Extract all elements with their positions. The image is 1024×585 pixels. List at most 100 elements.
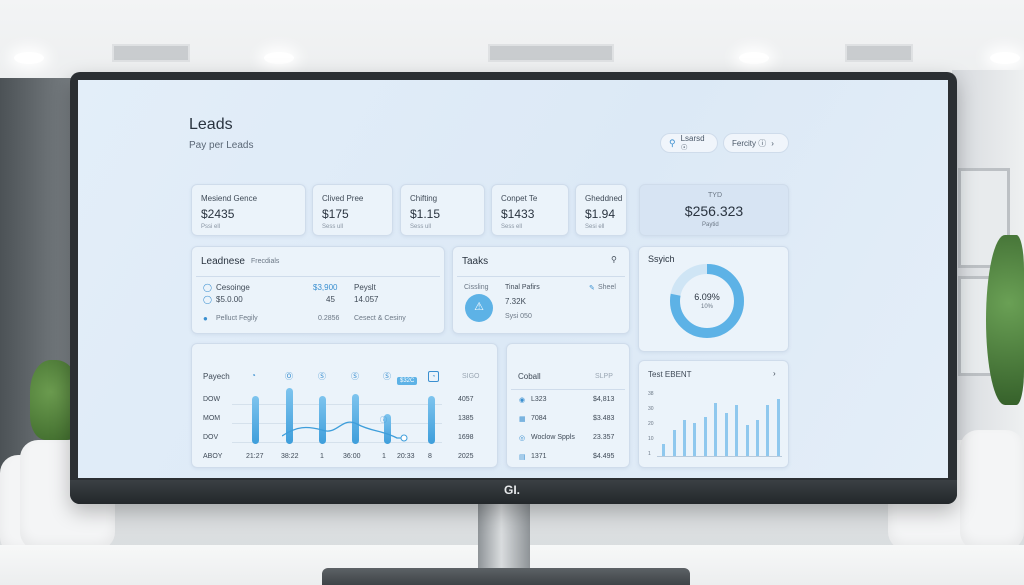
search-icon[interactable]: ⚲ (611, 255, 617, 264)
circle-icon: ◯ (203, 283, 212, 292)
test-bar-chart (657, 383, 782, 457)
test-bar (662, 443, 666, 456)
payech-bar (252, 396, 259, 444)
pencil-icon[interactable]: ✎ (589, 285, 595, 292)
leadnese-cell: $3,900 (313, 283, 338, 292)
kpi-note: Sesi ell (585, 224, 605, 230)
chevron-right-icon[interactable]: › (773, 369, 776, 378)
plant (986, 235, 1024, 405)
coball-row-value: $3.483 (593, 415, 615, 422)
filter-pill-label: Fercity ⓘ (732, 138, 767, 148)
kpi-card[interactable]: Chifting $1.15 Sess ull (400, 184, 485, 236)
kpi-note: Pssi ell (201, 224, 221, 230)
payech-right-value: 2025 (458, 453, 474, 460)
kpi-value: $2435 (201, 207, 235, 221)
monitor-bezel (70, 480, 957, 504)
tasks-left-label: Cissling (464, 284, 489, 291)
donut-card: Ssyich 6.09% 10% (638, 246, 789, 352)
test-bar (766, 404, 770, 456)
test-bar (776, 398, 780, 456)
doc-icon: ▤ (519, 454, 526, 461)
test-y-label: 10 (648, 436, 654, 442)
alert-icon[interactable]: ⚠ (465, 294, 493, 322)
gridline (232, 423, 442, 424)
donut-chart (670, 264, 744, 338)
dashboard-screen: Leads Pay per Leads ⚲ Lsarsd ☉ Fercity ⓘ… (78, 80, 948, 478)
test-card: Test EBENT › 38 30 20 10 1 (638, 360, 789, 468)
kpi-card[interactable]: Conpet Te $1433 Sess ell (491, 184, 569, 236)
payech-footer: 1 (382, 453, 386, 460)
payech-col-icon: Ⓞ (285, 372, 293, 381)
tasks-card: Taaks ⚲ Cissling ⚠ Tinal Pafirs 7.32K Sy… (452, 246, 630, 334)
payech-col-icon: Ⓢ (351, 372, 359, 381)
payech-row-label: DOW (203, 396, 221, 403)
coball-row-label: 1371 (531, 453, 547, 460)
kpi-note: Sess ull (322, 224, 344, 230)
payech-row-label: ABOY (203, 453, 223, 460)
kpi-card[interactable]: Mesiend Gence $2435 Pssi ell (191, 184, 306, 236)
test-bar (683, 420, 687, 456)
donut-sub: 10% (700, 304, 713, 310)
filter-pill-button[interactable]: Fercity ⓘ › (723, 133, 789, 153)
ceiling-light (264, 52, 294, 64)
coball-row-label: Woclow Sppls (531, 434, 575, 441)
ceiling-light (739, 52, 769, 64)
payech-col-icon: ◔ (251, 371, 256, 380)
payech-footer: 36:00 (343, 453, 361, 460)
kpi-label: Chifting (410, 194, 438, 203)
payech-card: Payech SIGO ◔ Ⓞ Ⓢ Ⓢ Ⓢ ◔ DOW MOM DOV ABOY… (191, 343, 498, 468)
payech-footer: 20:33 (397, 453, 415, 460)
test-y-label: 20 (648, 421, 654, 427)
test-title: Test EBENT (648, 370, 692, 379)
circle-icon: ● (203, 314, 208, 323)
ceiling-light (990, 52, 1020, 64)
tasks-right-label: Sheel (598, 284, 616, 291)
highlight-value: $256.323 (684, 203, 744, 219)
monitor-stand-base (322, 568, 690, 585)
test-bar (703, 417, 707, 456)
kpi-value: $1.15 (410, 207, 441, 221)
divider (511, 389, 625, 390)
payech-bar (319, 396, 326, 444)
kpi-value: $1433 (501, 207, 535, 221)
coball-card: Coball SLPP ◉ L323 $4,813 ▦ 7084 $3.483 … (506, 343, 630, 468)
payech-footer: 8 (428, 453, 432, 460)
leadnese-cell: $5.0.00 (216, 295, 243, 304)
test-y-label: 38 (648, 391, 654, 397)
test-y-label: 30 (648, 406, 654, 412)
divider (457, 276, 625, 277)
leadnese-cell: 14.057 (354, 295, 379, 304)
leadnese-cell: Peyslt (354, 283, 376, 292)
page-subtitle: Pay per Leads (189, 140, 254, 151)
leadnese-cell: Cesect & Cesiny (354, 315, 406, 322)
payech-col-icon: Ⓢ (318, 372, 326, 381)
highlight-kpi-card[interactable]: TYD $256.323 Paytid (639, 184, 789, 236)
leadnese-cell: 0.2856 (318, 315, 340, 322)
kpi-card[interactable]: Gheddned $1.94 Sesi ell (575, 184, 627, 236)
coball-row-value: $4.495 (593, 453, 615, 460)
tasks-mid-note: Sysi 050 (505, 313, 532, 320)
tasks-mid-label: Tinal Pafirs (505, 284, 540, 291)
payech-col-icon: Ⓢ (383, 372, 391, 381)
search-pill-button[interactable]: ⚲ Lsarsd ☉ (660, 133, 718, 153)
payech-row-label: DOV (203, 434, 219, 441)
payech-badge-icon[interactable]: ◔ (428, 371, 439, 382)
coball-row-value: $4,813 (593, 396, 615, 403)
gridline (232, 404, 442, 405)
test-bar (693, 423, 697, 456)
payech-footer: 1 (320, 453, 324, 460)
kpi-label: Gheddned (585, 194, 623, 203)
ceiling-vent (112, 44, 190, 62)
payech-right-head: SIGO (462, 373, 480, 380)
leadnese-title: Leadnese (201, 256, 245, 267)
info-icon: ⓘ (380, 417, 387, 424)
kpi-value: $175 (322, 207, 349, 221)
test-bar (735, 404, 739, 456)
kpi-note: Sess ull (410, 224, 432, 230)
payech-footer: 21:27 (246, 453, 264, 460)
payech-bar (286, 388, 293, 444)
leadnese-cell: Cesoinge (216, 283, 250, 292)
kpi-card[interactable]: Clived Pree $175 Sess ull (312, 184, 393, 236)
lock-icon: ◉ (519, 397, 526, 404)
test-bar (724, 413, 728, 456)
